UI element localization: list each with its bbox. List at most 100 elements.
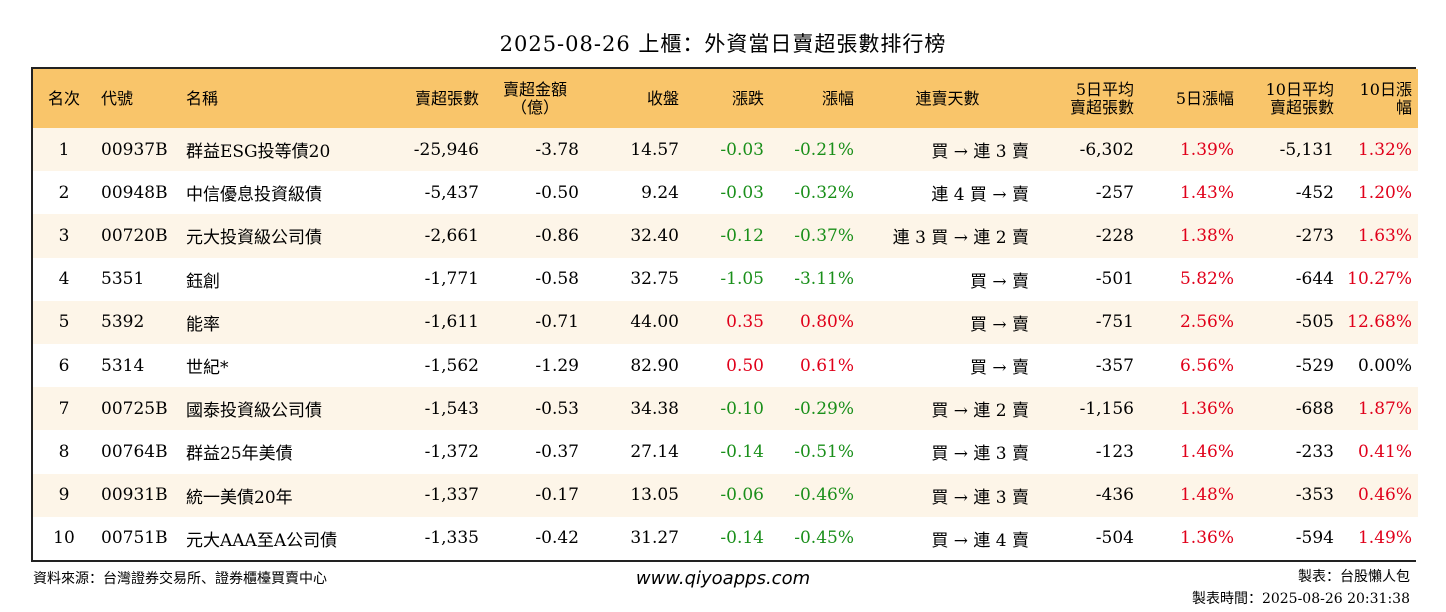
cell-code: 00764B <box>101 441 168 462</box>
cell-avg5: -504 <box>1095 528 1134 549</box>
cell-net-sell-amount: -0.17 <box>535 485 579 506</box>
cell-pct10: 1.32% <box>1357 139 1412 160</box>
cell-rank: 9 <box>58 485 70 506</box>
cell-pct5: 1.46% <box>1179 441 1234 462</box>
header-pct5: 5日漲幅 <box>1175 88 1234 108</box>
cell-net-sell-shares: -5,437 <box>424 182 479 203</box>
cell-pct10: 0.00% <box>1357 355 1412 376</box>
cell-streak: 買 → 連 3 賣 <box>931 444 1029 465</box>
page-title: 2025-08-26 上櫃：外資當日賣超張數排行榜 <box>499 32 947 56</box>
cell-change: -0.06 <box>720 485 764 506</box>
header-rank: 名次 <box>47 88 80 108</box>
cell-rank: 2 <box>58 182 70 203</box>
header-code: 代號 <box>101 88 134 108</box>
cell-pct10: 0.46% <box>1357 485 1412 506</box>
cell-rank: 1 <box>58 139 70 160</box>
website-link[interactable]: www.qiyoapps.com <box>635 568 811 589</box>
cell-pct5: 5.82% <box>1179 269 1234 290</box>
cell-name: 元大AAA至A公司債 <box>186 530 338 551</box>
cell-net-sell-amount: -0.86 <box>535 225 579 246</box>
cell-net-sell-amount: -3.78 <box>535 139 579 160</box>
cell-pct5: 1.39% <box>1179 139 1234 160</box>
cell-pct10: 12.68% <box>1347 312 1412 333</box>
header-close: 收盤 <box>646 88 679 108</box>
table-row: 2 00948B 中信優息投資級債 -5,437 -0.50 9.24 -0.0… <box>33 171 1418 215</box>
cell-close: 9.24 <box>641 182 679 203</box>
cell-net-sell-amount: -1.29 <box>535 355 579 376</box>
cell-avg5: -1,156 <box>1079 398 1134 419</box>
cell-code: 00948B <box>101 182 168 203</box>
cell-change: -0.14 <box>720 441 764 462</box>
cell-streak: 買 → 連 2 賣 <box>931 401 1029 422</box>
cell-avg10: -529 <box>1295 355 1334 376</box>
cell-avg5: -751 <box>1095 312 1134 333</box>
cell-net-sell-shares: -1,335 <box>424 528 479 549</box>
cell-code: 5314 <box>101 355 145 376</box>
cell-net-sell-shares: -2,661 <box>424 225 479 246</box>
cell-name: 中信優息投資級債 <box>186 185 322 206</box>
table-row: 9 00931B 統一美債20年 -1,337 -0.17 13.05 -0.0… <box>33 473 1418 517</box>
cell-rank: 8 <box>58 441 70 462</box>
cell-avg10: -594 <box>1295 528 1334 549</box>
cell-pct5: 1.38% <box>1179 225 1234 246</box>
cell-pct10: 1.63% <box>1357 225 1412 246</box>
cell-code: 00725B <box>101 398 168 419</box>
table-row: 6 5314 世紀* -1,562 -1.29 82.90 0.50 0.61%… <box>33 343 1418 388</box>
cell-rank: 5 <box>58 312 70 333</box>
data-source-note: 資料來源：台灣證券交易所、證券櫃檯買賣中心 <box>33 571 327 587</box>
cell-pct5: 6.56% <box>1179 355 1234 376</box>
header-name: 名稱 <box>186 88 219 108</box>
cell-pct5: 1.43% <box>1179 182 1234 203</box>
cell-change: -0.12 <box>720 225 764 246</box>
header-net-sell-amount-line2: （億） <box>510 97 559 117</box>
cell-net-sell-amount: -0.42 <box>535 528 579 549</box>
header-avg5-line2: 賣超張數 <box>1069 97 1134 117</box>
cell-streak: 買 → 賣 <box>969 358 1029 379</box>
cell-close: 34.38 <box>630 398 679 419</box>
cell-pct5: 1.48% <box>1179 485 1234 506</box>
cell-code: 5392 <box>101 312 145 333</box>
cell-close: 27.14 <box>630 441 679 462</box>
cell-change: -0.03 <box>720 139 764 160</box>
cell-net-sell-shares: -1,337 <box>424 485 479 506</box>
cell-code: 5351 <box>101 269 145 290</box>
cell-rank: 3 <box>58 225 70 246</box>
cell-pct10: 1.49% <box>1357 528 1412 549</box>
cell-change-pct: -0.21% <box>794 139 854 160</box>
made-time: 製表時間：2025-08-26 20:31:38 <box>1191 591 1410 607</box>
header-avg5: 5日平均 賣超張數 <box>1035 69 1140 128</box>
header-pct10: 10日漲幅 <box>1359 79 1412 117</box>
cell-avg10: -233 <box>1295 441 1334 462</box>
cell-pct10: 10.27% <box>1347 269 1412 290</box>
table-row: 5 5392 能率 -1,611 -0.71 44.00 0.35 0.80% … <box>33 300 1418 344</box>
cell-change: -0.10 <box>720 398 764 419</box>
cell-close: 32.40 <box>630 225 679 246</box>
cell-change-pct: -0.45% <box>794 528 854 549</box>
cell-net-sell-shares: -1,611 <box>424 312 479 333</box>
cell-change-pct: -0.51% <box>794 441 854 462</box>
cell-name: 能率 <box>186 314 220 335</box>
table-row: 4 5351 鈺創 -1,771 -0.58 32.75 -1.05 -3.11… <box>33 257 1418 301</box>
cell-code: 00720B <box>101 225 168 246</box>
cell-change-pct: -0.32% <box>794 182 854 203</box>
cell-net-sell-amount: -0.71 <box>535 312 579 333</box>
header-avg10-line2: 賣超張數 <box>1269 97 1334 117</box>
cell-name: 統一美債20年 <box>186 487 293 508</box>
header-avg5-line1: 5日平均 <box>1075 79 1134 99</box>
cell-pct10: 1.87% <box>1357 398 1412 419</box>
cell-avg5: -228 <box>1095 225 1134 246</box>
cell-change: 0.50 <box>726 355 764 376</box>
cell-net-sell-shares: -1,372 <box>424 441 479 462</box>
cell-code: 00937B <box>101 139 168 160</box>
header-change: 漲跌 <box>731 88 764 108</box>
table-row: 8 00764B 群益25年美債 -1,372 -0.37 27.14 -0.1… <box>33 430 1418 474</box>
cell-name: 鈺創 <box>186 271 220 292</box>
cell-avg5: -357 <box>1095 355 1134 376</box>
cell-avg10: -5,131 <box>1279 139 1334 160</box>
header-net-sell-amount: 賣超金額 （億） <box>485 69 585 128</box>
header-net-sell-amount-line1: 賣超金額 <box>502 79 567 99</box>
cell-streak: 買 → 賣 <box>969 271 1029 292</box>
header-streak: 連賣天數 <box>915 88 980 108</box>
cell-net-sell-amount: -0.37 <box>535 441 579 462</box>
cell-pct5: 1.36% <box>1179 398 1234 419</box>
